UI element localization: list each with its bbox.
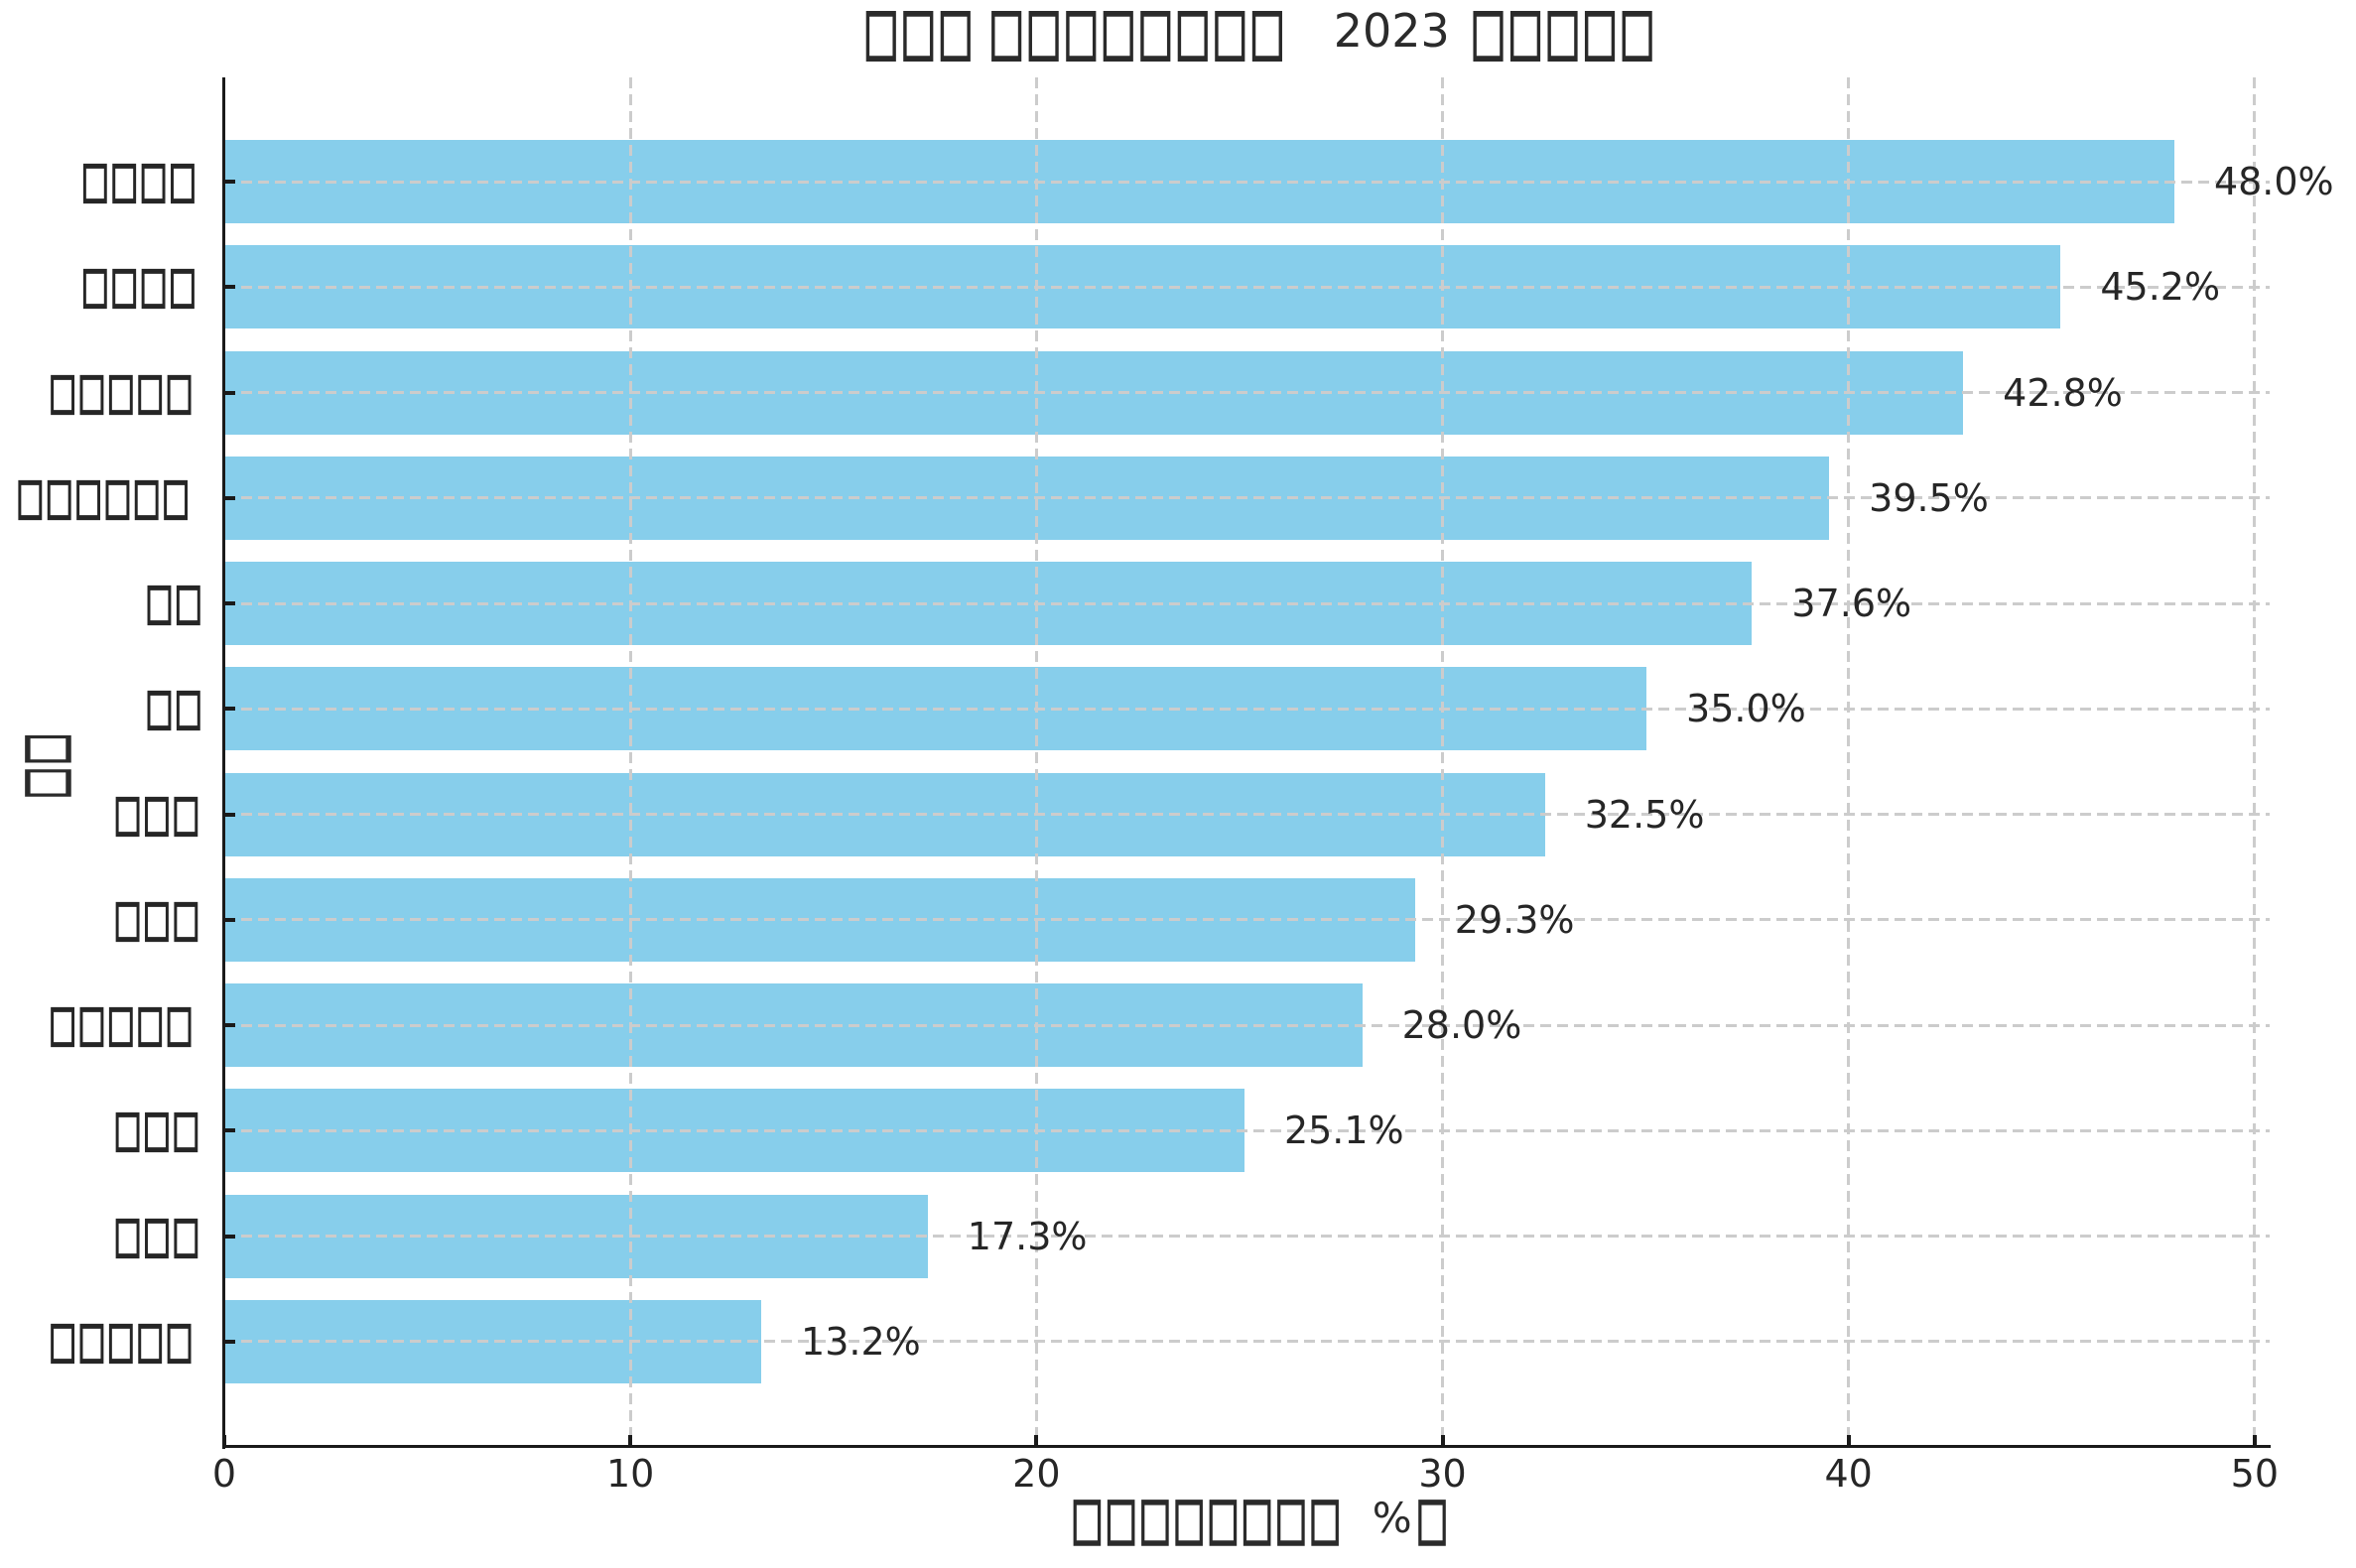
- category-label: □□□: [104, 1089, 210, 1172]
- category-label: □□□: [104, 878, 210, 962]
- y-gridline: [224, 180, 2270, 184]
- category-label-tofu-text: □□□□: [80, 152, 198, 210]
- bar-value-label: 35.0%: [1686, 687, 1806, 731]
- bar-value-label: 48.0%: [2213, 160, 2334, 203]
- category-label: □□□□□: [33, 1300, 210, 1383]
- chart-title-year: 2023: [1333, 4, 1450, 58]
- category-label-tofu-text: □□□: [113, 1101, 201, 1159]
- y-tick-mark: [224, 180, 235, 184]
- y-tick-mark: [224, 917, 235, 922]
- category-label: □□□□: [68, 245, 210, 328]
- x-tick-mark: [1034, 1435, 1039, 1446]
- x-tick-mark: [1846, 1435, 1851, 1446]
- plot-area: 48.0% □□□□ 45.2% □□□□ 42.8% □□□□□ 39.5% □□□□□□ 3…: [16, 77, 2334, 1446]
- y-tick-mark: [224, 601, 235, 606]
- bar-value-label: 45.2%: [2100, 265, 2221, 310]
- x-tick-label: 10: [605, 1452, 655, 1496]
- y-tick-mark: [224, 707, 235, 712]
- category-label-tofu-text: □□□: [113, 890, 201, 949]
- bar-value-label: 39.5%: [1869, 475, 1989, 520]
- y-tick-mark: [224, 1128, 235, 1133]
- bar-value-label: 13.2%: [801, 1319, 921, 1364]
- x-tick-label: 50: [2230, 1452, 2280, 1496]
- category-label: □□□□□□: [0, 457, 210, 540]
- category-label-tofu-text: □□□: [113, 785, 201, 844]
- category-label: □□□□□: [33, 351, 210, 435]
- category-label-tofu-text: □□□□: [80, 257, 198, 316]
- y-tick-mark: [224, 812, 235, 817]
- x-gridline: [1034, 77, 1038, 1446]
- x-tick-label: 20: [1012, 1452, 1061, 1496]
- y-axis-label-tofu-text: □□: [9, 730, 77, 800]
- chart-title: □□□ □□□□□□□□ 2023 □□□□□: [224, 0, 2270, 68]
- x-axis-label: □□□□□□□□ %□: [224, 1483, 2270, 1552]
- category-label: □□: [139, 562, 210, 645]
- y-gridline: [224, 1235, 2270, 1239]
- y-axis-label: □□: [9, 723, 77, 807]
- chart-title-tofu-suffix: □□□□□: [1470, 0, 1657, 68]
- x-tick-label: 30: [1418, 1452, 1467, 1496]
- x-gridline: [628, 77, 632, 1446]
- category-label-tofu-text: □□: [145, 679, 204, 737]
- x-tick-mark: [222, 1435, 226, 1446]
- y-axis-spine: [222, 77, 225, 1449]
- x-gridline: [2253, 77, 2257, 1446]
- y-tick-mark: [224, 1023, 235, 1028]
- x-axis-label-tofu-text: □□□□□□□□: [1070, 1483, 1343, 1552]
- x-axis-label-tofu-suffix: □: [1415, 1483, 1450, 1552]
- y-gridline: [224, 285, 2270, 289]
- y-gridline: [224, 601, 2270, 605]
- y-gridline: [224, 496, 2270, 500]
- y-gridline: [224, 391, 2270, 395]
- y-tick-mark: [224, 1234, 235, 1239]
- category-label: □□□: [104, 773, 210, 856]
- bar-value-label: 32.5%: [1584, 792, 1705, 837]
- bar-value-label: 25.1%: [1283, 1109, 1404, 1153]
- bar-value-label: 37.6%: [1791, 582, 1912, 626]
- x-tick-mark: [1440, 1435, 1445, 1446]
- y-gridline: [224, 1340, 2270, 1344]
- bar-value-label: 17.3%: [967, 1214, 1088, 1258]
- x-tick-mark: [628, 1435, 633, 1446]
- category-label: □□□□□: [33, 983, 210, 1067]
- y-gridline: [224, 918, 2270, 922]
- y-tick-mark: [224, 495, 235, 500]
- chart-title-tofu-text: □□□ □□□□□□□□: [863, 0, 1287, 68]
- x-axis-label-percent: %: [1372, 1494, 1412, 1542]
- category-label-tofu-text: □□□: [113, 1207, 201, 1265]
- x-tick-mark: [2252, 1435, 2257, 1446]
- category-label: □□□□: [68, 140, 210, 223]
- bar-value-label: 28.0%: [1401, 1003, 1522, 1048]
- category-label-tofu-text: □□: [145, 574, 204, 632]
- y-gridline: [224, 1023, 2270, 1027]
- x-gridline: [1847, 77, 1851, 1446]
- x-tick-label: 40: [1824, 1452, 1873, 1496]
- category-label-tofu-text: □□□□□: [48, 1312, 195, 1371]
- y-gridline: [224, 813, 2270, 817]
- category-label-tofu-text: □□□□□: [48, 362, 195, 421]
- y-gridline: [224, 1128, 2270, 1132]
- y-tick-mark: [224, 1339, 235, 1344]
- y-tick-mark: [224, 390, 235, 395]
- category-label: □□□: [104, 1195, 210, 1278]
- y-tick-mark: [224, 285, 235, 290]
- y-gridline: [224, 707, 2270, 711]
- x-tick-label: 0: [211, 1452, 237, 1496]
- x-gridline: [1441, 77, 1445, 1446]
- category-label-tofu-text: □□□□□□: [16, 468, 192, 527]
- x-axis-spine: [222, 1445, 2271, 1448]
- category-label: □□: [139, 667, 210, 750]
- bar-value-label: 42.8%: [2003, 370, 2123, 415]
- bar-value-label: 29.3%: [1454, 897, 1575, 942]
- category-label-tofu-text: □□□□□: [48, 995, 195, 1054]
